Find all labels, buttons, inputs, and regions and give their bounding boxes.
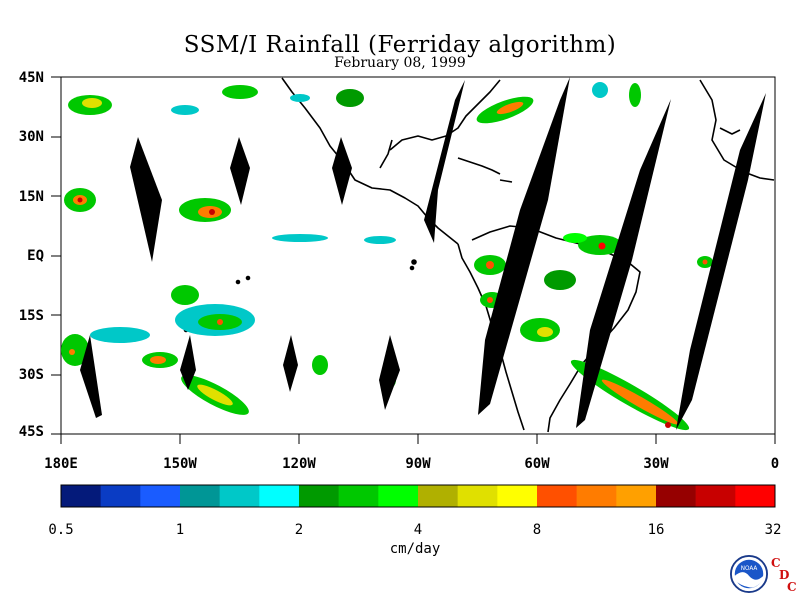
colorbar-swatch [338, 485, 379, 507]
axis-ticks [51, 76, 776, 444]
cdc-logo-letter: C [787, 580, 797, 594]
map-title: SSM/I Rainfall (Ferriday algorithm) [183, 32, 617, 58]
colorbar-tick-label: 0.5 [48, 522, 74, 538]
colorbar-swatch [418, 485, 458, 507]
colorbar-swatch [259, 485, 300, 507]
lat-label-30s: 30S [18, 367, 44, 383]
colorbar-tick-label: 32 [764, 522, 782, 538]
colorbar-tick-label: 4 [413, 522, 423, 538]
lon-label-0: 0 [770, 456, 780, 472]
colorbar-swatch [299, 485, 339, 507]
colorbar-tick-label: 1 [175, 522, 185, 538]
lat-label-eq: EQ [27, 248, 44, 264]
lat-label-45n: 45N [18, 70, 44, 86]
colorbar-swatch [735, 485, 776, 507]
colorbar-swatch [537, 485, 577, 507]
lon-label-150w: 150W [163, 456, 197, 472]
colorbar-swatch [100, 485, 141, 507]
colorbar-swatch [616, 485, 657, 507]
lat-label-45s: 45S [18, 424, 44, 440]
noaa-logo-text: NOAA [741, 566, 758, 572]
colorbar-swatch [457, 485, 498, 507]
colorbar-swatch [140, 485, 181, 507]
colorbar-tick-label: 8 [532, 522, 542, 538]
lon-label-60w: 60W [524, 456, 550, 472]
lon-label-120w: 120W [282, 456, 316, 472]
map-subtitle: February 08, 1999 [334, 55, 466, 71]
cdc-logo-letter: D [779, 568, 790, 582]
colorbar [60, 484, 776, 508]
rainfall-patches [61, 82, 713, 431]
colorbar-tick-label: 16 [647, 522, 665, 538]
swath-gaps [80, 77, 766, 430]
lat-label-15n: 15N [18, 189, 44, 205]
map-frame [60, 76, 776, 435]
lon-label-90w: 90W [405, 456, 431, 472]
colorbar-swatch [378, 485, 419, 507]
noaa-logo-icon: NOAA [730, 555, 768, 593]
colorbar-outline [60, 484, 776, 508]
colorbar-swatch [219, 485, 260, 507]
lat-label-30n: 30N [18, 129, 44, 145]
colorbar-swatch [656, 485, 696, 507]
colorbar-swatch [61, 485, 101, 507]
colorbar-tick-label: 2 [294, 522, 304, 538]
colorbar-swatch [180, 485, 220, 507]
lat-label-15s: 15S [18, 308, 44, 324]
colorbar-swatch [576, 485, 617, 507]
colorbar-units: cm/day [389, 541, 441, 557]
lon-label-30w: 30W [643, 456, 669, 472]
cdc-logo-letter: C [771, 556, 781, 570]
lon-label-180e: 180E [44, 456, 78, 472]
colorbar-swatch [695, 485, 736, 507]
colorbar-swatch [497, 485, 538, 507]
